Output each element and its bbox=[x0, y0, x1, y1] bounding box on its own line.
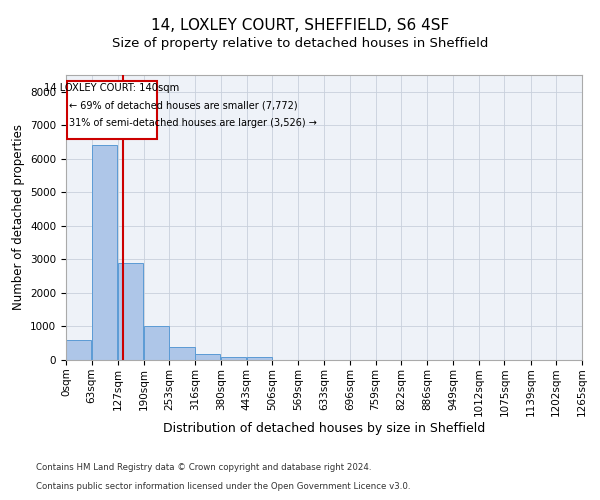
Bar bbox=[92, 146, 117, 360]
Bar bbox=[247, 358, 272, 360]
Bar bbox=[221, 356, 247, 360]
Text: 14 LOXLEY COURT: 140sqm: 14 LOXLEY COURT: 140sqm bbox=[44, 82, 179, 92]
X-axis label: Distribution of detached houses by size in Sheffield: Distribution of detached houses by size … bbox=[163, 422, 485, 435]
Text: Contains public sector information licensed under the Open Government Licence v3: Contains public sector information licen… bbox=[36, 482, 410, 491]
Text: Size of property relative to detached houses in Sheffield: Size of property relative to detached ho… bbox=[112, 38, 488, 51]
Bar bbox=[144, 326, 169, 360]
FancyBboxPatch shape bbox=[67, 81, 157, 138]
Y-axis label: Number of detached properties: Number of detached properties bbox=[11, 124, 25, 310]
Bar bbox=[195, 354, 220, 360]
Text: Contains HM Land Registry data © Crown copyright and database right 2024.: Contains HM Land Registry data © Crown c… bbox=[36, 464, 371, 472]
Bar bbox=[169, 348, 194, 360]
Bar bbox=[66, 340, 91, 360]
Bar bbox=[118, 263, 143, 360]
Text: 14, LOXLEY COURT, SHEFFIELD, S6 4SF: 14, LOXLEY COURT, SHEFFIELD, S6 4SF bbox=[151, 18, 449, 32]
Text: ← 69% of detached houses are smaller (7,772): ← 69% of detached houses are smaller (7,… bbox=[69, 100, 298, 110]
Text: 31% of semi-detached houses are larger (3,526) →: 31% of semi-detached houses are larger (… bbox=[69, 118, 317, 128]
